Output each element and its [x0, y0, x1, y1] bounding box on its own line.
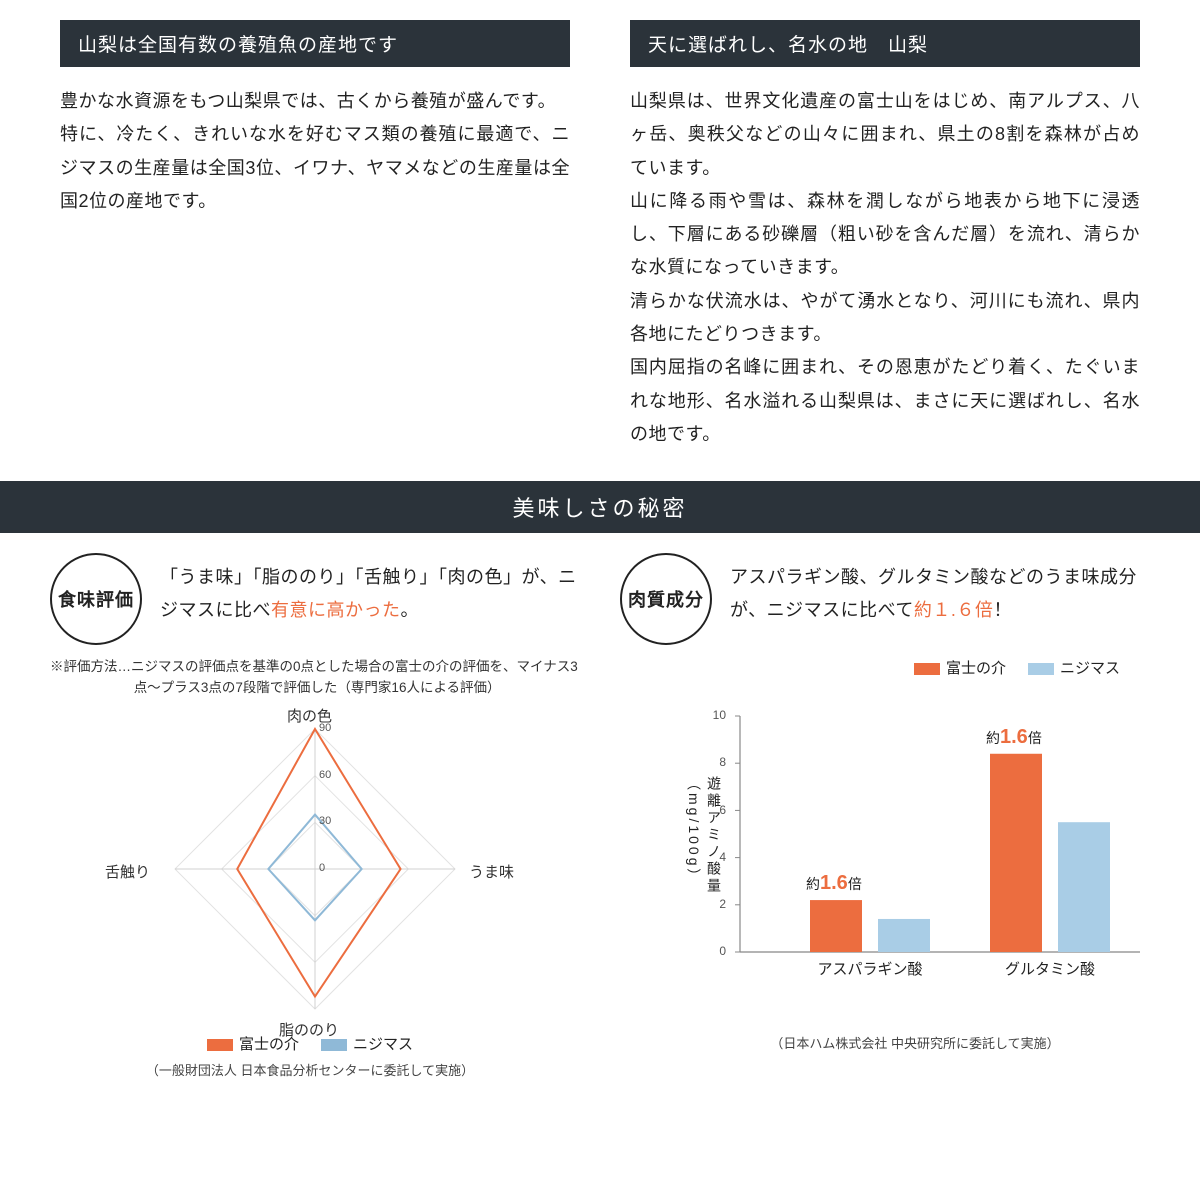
- legend-label-niji: ニジマス: [353, 1036, 413, 1053]
- bottom-row: 食味評価 「うま味」「脂ののり」「舌触り」「肉の色」が、ニジマスに比べ有意に高か…: [0, 533, 1200, 1119]
- body-left: 豊かな水資源をもつ山梨県では、古くから養殖が盛んです。特に、冷たく、きれいな水を…: [60, 85, 570, 218]
- section-title: 美味しさの秘密: [0, 481, 1200, 533]
- radar-caption: （一般財団法人 日本食品分析センターに委託して実施）: [50, 1060, 570, 1079]
- body-right: 山梨県は、世界文化遺産の富士山をはじめ、南アルプス、八ヶ岳、奥秩父などの山々に囲…: [630, 85, 1140, 451]
- radar-tick: 60: [319, 769, 331, 781]
- bar-annotation: 約1.6倍: [986, 726, 1042, 749]
- radar-tick: 90: [319, 722, 331, 734]
- meat-circle: 肉質成分: [620, 553, 712, 645]
- taste-text: 「うま味」「脂ののり」「舌触り」「肉の色」が、ニジマスに比べ有意に高かった。: [160, 553, 580, 626]
- top-left-col: 山梨は全国有数の養殖魚の産地です 豊かな水資源をもつ山梨県では、古くから養殖が盛…: [60, 20, 570, 451]
- meat-text-highlight: 約１.６倍: [914, 600, 994, 620]
- meat-text: アスパラギン酸、グルタミン酸などのうま味成分が、ニジマスに比べて約１.６倍！: [730, 553, 1150, 626]
- taste-header: 食味評価 「うま味」「脂ののり」「舌触り」「肉の色」が、ニジマスに比べ有意に高か…: [50, 553, 580, 645]
- taste-col: 食味評価 「うま味」「脂ののり」「舌触り」「肉の色」が、ニジマスに比べ有意に高か…: [50, 553, 580, 1119]
- radar-legend: 富士の介 ニジマス: [50, 1033, 570, 1054]
- taste-circle: 食味評価: [50, 553, 142, 645]
- top-right-col: 天に選ばれし、名水の地 山梨 山梨県は、世界文化遺産の富士山をはじめ、南アルプス…: [630, 20, 1140, 451]
- bar-category-label: アスパラギン酸: [790, 958, 950, 979]
- meat-col: 肉質成分 アスパラギン酸、グルタミン酸などのうま味成分が、ニジマスに比べて約１.…: [620, 553, 1150, 1119]
- header-left: 山梨は全国有数の養殖魚の産地です: [60, 20, 570, 67]
- bar-ytick-label: 0: [696, 944, 726, 958]
- meat-header: 肉質成分 アスパラギン酸、グルタミン酸などのうま味成分が、ニジマスに比べて約１.…: [620, 553, 1150, 645]
- taste-text-highlight: 有意に高かった: [271, 600, 401, 620]
- legend-item-niji: ニジマス: [321, 1033, 413, 1054]
- bar-ytick-label: 10: [696, 708, 726, 722]
- bar-caption: （日本ハム株式会社 中央研究所に委託して実施）: [680, 1033, 1150, 1052]
- legend-label-fuji: 富士の介: [239, 1036, 299, 1053]
- bar-chart: 遊離アミノ酸量（mg/100g） 0246810 アスパラギン酸グルタミン酸 約…: [680, 686, 1150, 1046]
- top-row: 山梨は全国有数の養殖魚の産地です 豊かな水資源をもつ山梨県では、古くから養殖が盛…: [0, 0, 1200, 461]
- bar-legend: 富士の介 ニジマス: [620, 657, 1150, 678]
- legend-item-niji-2: ニジマス: [1028, 657, 1120, 678]
- legend-item-fuji-2: 富士の介: [914, 657, 1006, 678]
- legend-label-fuji-2: 富士の介: [946, 660, 1006, 677]
- taste-note-text: ※評価方法…ニジマスの評価点を基準の0点とした場合の富士の介の評価を、マイナス3…: [50, 657, 580, 699]
- radar-svg: [135, 709, 495, 1039]
- radar-tick: 30: [319, 815, 331, 827]
- bar-category-label: グルタミン酸: [970, 958, 1130, 979]
- bar-ytick-label: 8: [696, 755, 726, 769]
- radar-chart: 肉の色うま味脂ののり舌触り 0306090 富士の介 ニジマス （一般財団法人 …: [50, 699, 580, 1119]
- meat-text-end: ！: [993, 600, 1012, 620]
- taste-text-end: 。: [401, 600, 420, 620]
- bar-annotation: 約1.6倍: [806, 872, 862, 895]
- legend-label-niji-2: ニジマス: [1060, 660, 1120, 677]
- bar-ytick-label: 4: [696, 850, 726, 864]
- radar-tick: 0: [319, 862, 325, 874]
- radar-axis-label: 舌触り: [105, 861, 150, 882]
- taste-note: ※評価方法…ニジマスの評価点を基準の0点とした場合の富士の介の評価を、マイナス3…: [50, 657, 580, 699]
- legend-item-fuji: 富士の介: [207, 1033, 299, 1054]
- bar-ytick-label: 6: [696, 803, 726, 817]
- bar-svg: [730, 686, 1150, 986]
- radar-axis-label: うま味: [469, 861, 514, 882]
- bar-ytick-label: 2: [696, 897, 726, 911]
- header-right: 天に選ばれし、名水の地 山梨: [630, 20, 1140, 67]
